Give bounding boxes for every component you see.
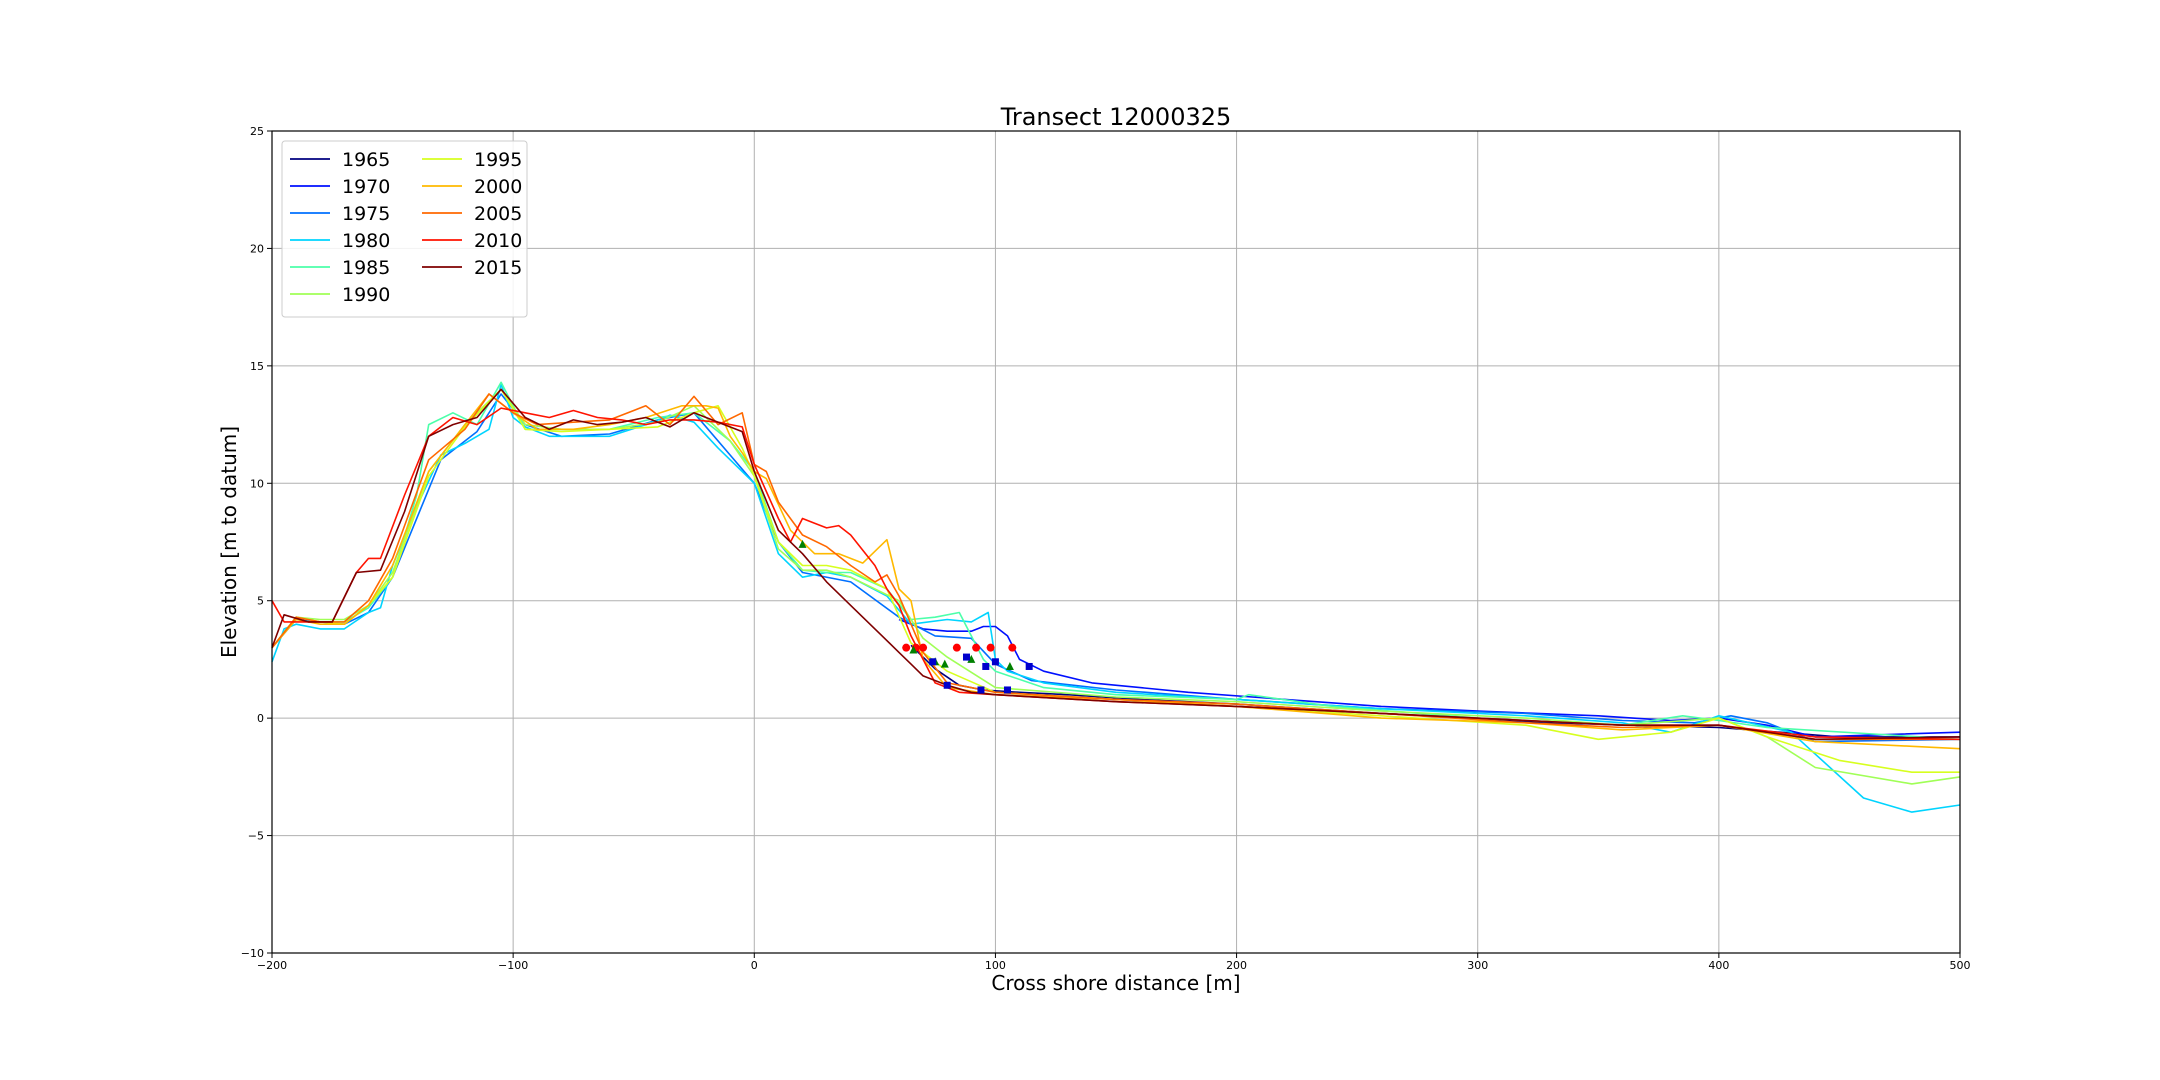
- marker-triangle: [967, 654, 976, 663]
- legend-entry-label: 2000: [474, 176, 522, 198]
- legend-entry-label: 1985: [342, 257, 390, 279]
- y-tick-label: −10: [241, 947, 264, 960]
- marker-square: [982, 662, 990, 670]
- series-line-1975: [271, 393, 1961, 743]
- marker-square: [1025, 662, 1033, 670]
- y-tick-label: 10: [250, 477, 264, 490]
- legend-entry-label: 1995: [474, 149, 522, 171]
- series-line-2000: [271, 393, 1961, 750]
- marker-triangle: [909, 645, 918, 654]
- y-tick-label: 0: [257, 712, 264, 725]
- series-line-1980: [271, 383, 1961, 813]
- legend-entry-label: 1980: [342, 230, 390, 252]
- series-lines: [271, 381, 1961, 813]
- series-line-1965: [910, 644, 1960, 738]
- x-tick-label: −200: [257, 959, 287, 972]
- legend-entry-label: 1990: [342, 284, 390, 306]
- x-tick-label: −100: [498, 959, 528, 972]
- legend-entry-label: 2010: [474, 230, 522, 252]
- legend-entry-label: 1970: [342, 176, 390, 198]
- series-line-1990: [271, 388, 1961, 785]
- legend-entry-label: 1965: [342, 149, 390, 171]
- marker-circle: [1008, 643, 1017, 652]
- marker-triangle: [1005, 661, 1014, 670]
- series-line-2015: [271, 388, 1961, 741]
- series-line-1995: [271, 388, 1960, 774]
- series-line-1985: [271, 381, 1961, 741]
- marker-square: [943, 681, 951, 689]
- legend-entry-label: 2005: [474, 203, 522, 225]
- axis-ticks: −200 −100 0 100 200 300 400 500 −10 −5 0 5 10 15 20 25: [241, 125, 1971, 972]
- y-tick-label: −5: [248, 830, 264, 843]
- legend: 1965 1970 1975 1980 1985 1990 1995 2000 2005 2010…: [281, 140, 528, 318]
- marker-square: [962, 653, 970, 661]
- x-tick-label: 500: [1950, 959, 1971, 972]
- y-tick-label: 5: [257, 595, 264, 608]
- marker-circle: [986, 643, 995, 652]
- x-axis-label: Cross shore distance [m]: [991, 971, 1240, 995]
- y-tick-label: 20: [250, 242, 264, 255]
- x-tick-label: 300: [1467, 959, 1488, 972]
- chart-title: Transect 12000325: [1000, 103, 1232, 131]
- marker-triangle: [798, 539, 807, 548]
- y-tick-label: 25: [250, 125, 264, 138]
- x-tick-label: 400: [1708, 959, 1729, 972]
- x-tick-label: 200: [1226, 959, 1247, 972]
- y-tick-label: 15: [250, 360, 264, 373]
- legend-box: [281, 140, 528, 318]
- gridlines: [271, 130, 1961, 954]
- marker-circle: [919, 643, 928, 652]
- marker-square: [929, 658, 937, 666]
- plot-frame: [271, 130, 1961, 954]
- legend-entry-label: 1975: [342, 203, 390, 225]
- series-line-2005: [271, 393, 1960, 741]
- legend-entry-label: 2015: [474, 257, 522, 279]
- marker-square: [1003, 686, 1011, 694]
- y-axis-label: Elevation [m to datum]: [217, 426, 241, 658]
- marker-circle: [952, 643, 961, 652]
- marker-square: [977, 686, 985, 694]
- marker-circle: [902, 643, 911, 652]
- marker-triangle: [940, 659, 949, 668]
- x-tick-label: 100: [985, 959, 1006, 972]
- marker-square: [991, 658, 999, 666]
- point-markers: [798, 539, 1033, 694]
- x-tick-label: 0: [751, 959, 758, 972]
- marker-circle: [972, 643, 981, 652]
